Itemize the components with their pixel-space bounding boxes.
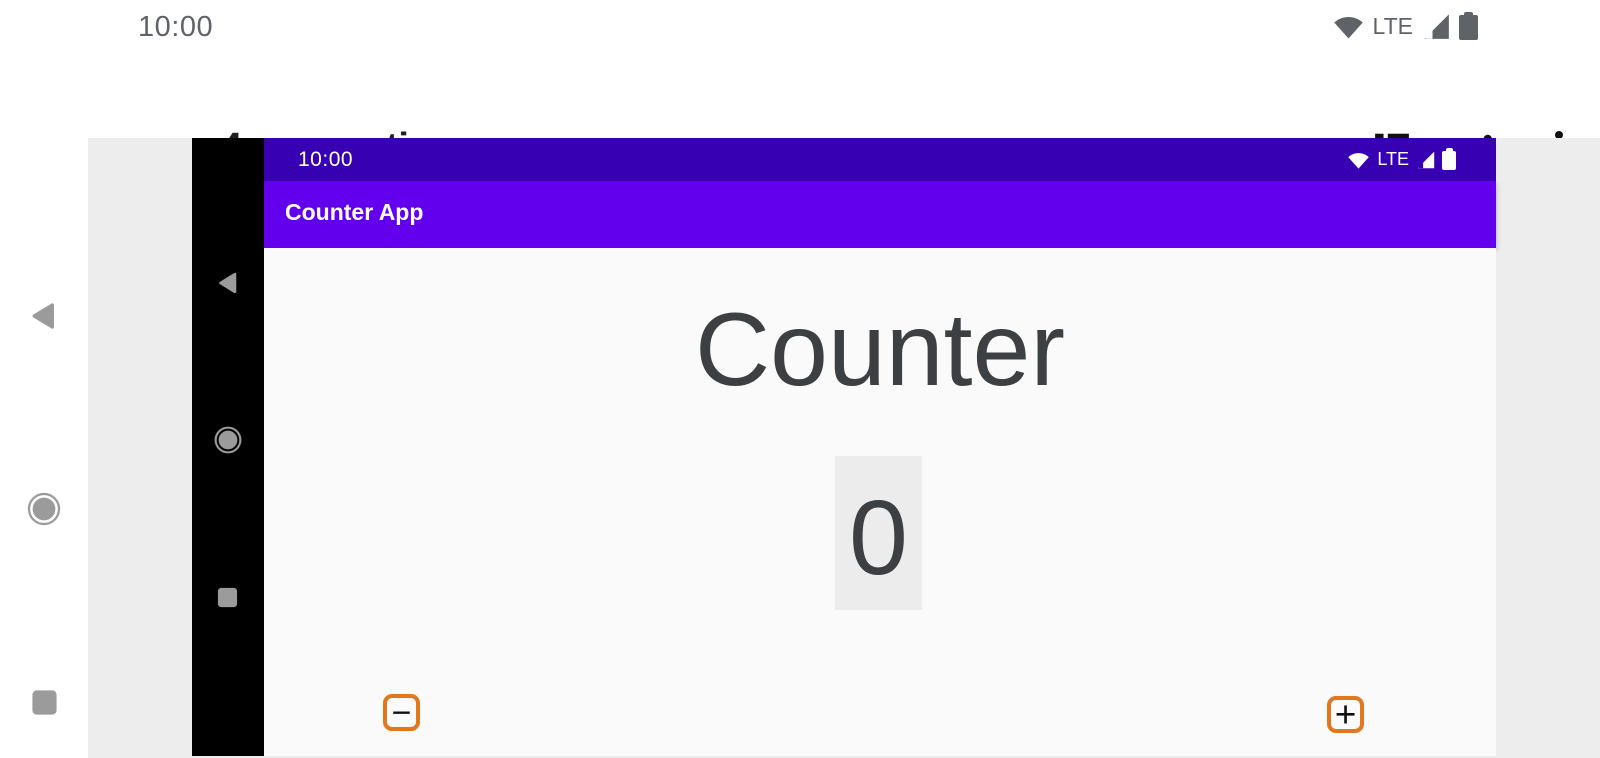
status-bar: 10:00 LTE bbox=[0, 0, 1600, 52]
preview-content: Counter 0 − + bbox=[264, 248, 1496, 756]
preview-recents-icon bbox=[216, 586, 239, 609]
preview-wifi-icon bbox=[1347, 151, 1370, 169]
preview-back-icon bbox=[217, 271, 238, 295]
battery-icon bbox=[1459, 12, 1478, 40]
counter-value-box: 0 bbox=[835, 456, 922, 610]
preview-battery-icon bbox=[1442, 148, 1456, 170]
status-time: 10:00 bbox=[138, 11, 214, 43]
preview-status-bar: 10:00 LTE bbox=[264, 138, 1496, 181]
home-icon bbox=[27, 492, 61, 526]
preview-signal-icon bbox=[1416, 150, 1435, 169]
home-button[interactable] bbox=[27, 492, 61, 526]
back-button[interactable] bbox=[30, 301, 56, 331]
wifi-icon bbox=[1333, 14, 1364, 39]
preview-app-bar: Counter App bbox=[264, 181, 1496, 248]
preview-navbar bbox=[192, 138, 264, 756]
recents-button[interactable] bbox=[30, 688, 59, 717]
network-label: LTE bbox=[1372, 12, 1413, 39]
preview-increment-button: + bbox=[1327, 696, 1364, 733]
counter-heading: Counter bbox=[695, 292, 1065, 408]
toolbar: 4 suggestions bbox=[0, 52, 1600, 168]
signal-icon bbox=[1422, 12, 1450, 40]
preview-network-label: LTE bbox=[1377, 149, 1409, 169]
preview-status-icons: LTE bbox=[1347, 138, 1456, 181]
nav-rail bbox=[0, 138, 88, 758]
preview-home-icon bbox=[214, 426, 242, 454]
preview-app-title: Counter App bbox=[285, 199, 424, 225]
status-icons: LTE bbox=[1333, 0, 1478, 52]
counter-value: 0 bbox=[849, 478, 908, 597]
preview-status-time: 10:00 bbox=[298, 148, 354, 171]
recents-icon bbox=[30, 688, 59, 717]
screenshot-preview[interactable]: 10:00 LTE Counter bbox=[192, 138, 1496, 756]
back-icon bbox=[30, 301, 56, 331]
preview-decrement-button: − bbox=[383, 694, 420, 731]
preview-area: 10:00 LTE Counter bbox=[88, 138, 1600, 758]
